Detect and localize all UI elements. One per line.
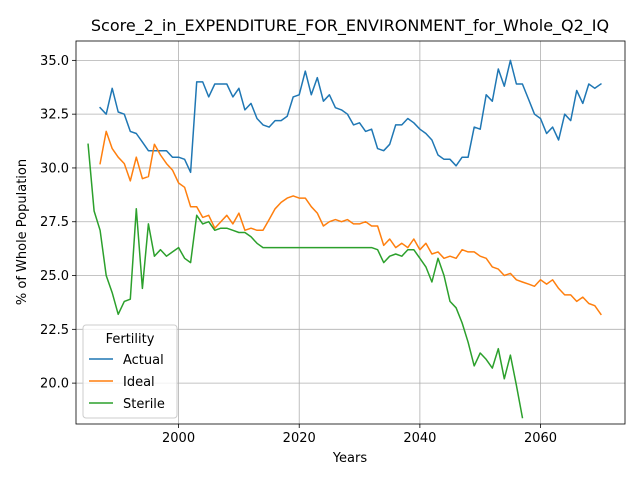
chart-title: Score_2_in_EXPENDITURE_FOR_ENVIRONMENT_f…: [91, 16, 609, 36]
y-tick-label: 20.0: [40, 377, 69, 392]
x-tick-label: 2020: [283, 431, 316, 446]
y-tick-label: 25.0: [40, 269, 69, 284]
y-tick-label: 22.5: [40, 323, 69, 338]
series-line-actual: [99, 59, 602, 174]
legend: Fertility Actual Ideal Sterile: [82, 324, 178, 419]
series-lines: [87, 59, 602, 419]
x-axis-label: Years: [332, 451, 368, 466]
y-tick-label: 35.0: [40, 54, 69, 69]
x-tick-label: 2000: [162, 431, 195, 446]
series-line-sterile: [87, 143, 524, 419]
plot-frame: [75, 40, 626, 425]
legend-label-ideal: Ideal: [123, 375, 155, 390]
x-tick-label: 2040: [403, 431, 436, 446]
x-tick-label: 2060: [524, 431, 557, 446]
legend-title: Fertility: [106, 332, 155, 347]
series-line-ideal: [99, 130, 602, 316]
legend-label-actual: Actual: [123, 353, 164, 368]
axis-ticks: 2000 2020 2040 2060 20.0 22.5 25.0 27.5 30.0 32.5…: [40, 54, 557, 446]
legend-label-sterile: Sterile: [123, 397, 165, 412]
grid: [76, 41, 625, 424]
y-tick-label: 30.0: [40, 161, 69, 176]
y-axis-label: % of Whole Population: [15, 159, 30, 305]
y-tick-label: 32.5: [40, 108, 69, 123]
y-tick-label: 27.5: [40, 215, 69, 230]
legend-box: [82, 324, 178, 419]
